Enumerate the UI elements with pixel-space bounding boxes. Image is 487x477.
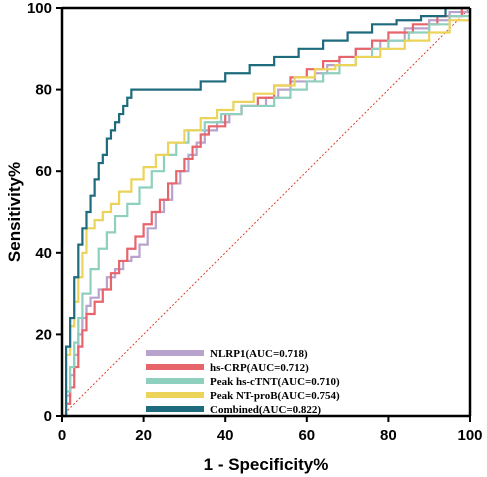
legend: NLRP1(AUC=0.718) hs-CRP(AUC=0.712) Peak hs… bbox=[146, 348, 340, 416]
x-tick-label: 100 bbox=[457, 427, 482, 444]
series-layer bbox=[62, 6, 472, 418]
series-line-5 bbox=[62, 6, 470, 418]
series-line-2 bbox=[62, 6, 470, 418]
series-line-4 bbox=[62, 19, 470, 418]
ticks-layer: 0 20 40 60 80 100 0 20 40 60 80 100 bbox=[27, 0, 483, 444]
legend-label-5: Combined(AUC=0.822) bbox=[210, 404, 321, 416]
legend-swatch-5 bbox=[146, 406, 204, 412]
reference-diagonal-line bbox=[61, 7, 471, 417]
y-tick-label: 80 bbox=[35, 82, 52, 99]
legend-swatch-4 bbox=[146, 392, 204, 398]
x-tick-label: 40 bbox=[217, 427, 234, 444]
x-tick-label: 60 bbox=[298, 427, 315, 444]
y-tick-label: 0 bbox=[44, 408, 52, 425]
legend-label-1: NLRP1(AUC=0.718) bbox=[210, 348, 308, 360]
legend-label-3: Peak hs-cTNT(AUC=0.710) bbox=[210, 376, 340, 388]
legend-label-2: hs-CRP(AUC=0.712) bbox=[210, 362, 309, 374]
legend-swatch-2 bbox=[146, 364, 204, 370]
x-axis-title: 1 - Specificity% bbox=[204, 455, 329, 474]
legend-label-4: Peak NT-proB(AUC=0.754) bbox=[210, 390, 340, 402]
x-tick-label: 0 bbox=[58, 427, 66, 444]
axes-layer bbox=[60, 6, 472, 418]
legend-swatch-3 bbox=[146, 378, 204, 384]
y-tick-label: 100 bbox=[27, 0, 52, 17]
legend-swatch-1 bbox=[146, 350, 204, 356]
x-tick-label: 80 bbox=[380, 427, 397, 444]
y-tick-label: 60 bbox=[35, 163, 52, 180]
reference-line-layer bbox=[61, 7, 471, 417]
y-tick-label: 40 bbox=[35, 245, 52, 262]
x-tick-label: 20 bbox=[135, 427, 152, 444]
y-tick-label: 20 bbox=[35, 326, 52, 343]
y-axis-title: Sensitivity% bbox=[5, 162, 24, 262]
